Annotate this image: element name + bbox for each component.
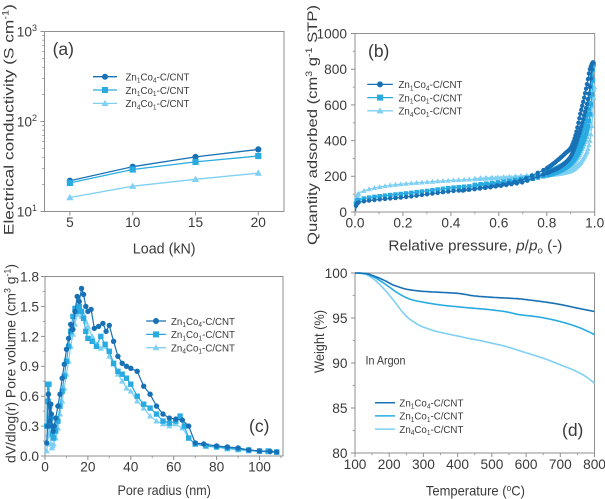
svg-text:1.2: 1.2 xyxy=(20,329,39,344)
svg-text:90: 90 xyxy=(332,356,348,371)
svg-text:15: 15 xyxy=(188,215,204,230)
svg-text:Zn1​Co1​-C/CNT: Zn1​Co1​-C/CNT xyxy=(126,86,191,98)
svg-text:60: 60 xyxy=(166,460,182,475)
svg-text:Quantity adsorbed (cm3​ g-1​ S: Quantity adsorbed (cm3​ g-1​ STP) xyxy=(304,5,321,245)
svg-text:Pore radius (nm): Pore radius (nm) xyxy=(117,482,211,498)
svg-text:Zn1​Co1​-C/CNT: Zn1​Co1​-C/CNT xyxy=(399,93,464,105)
svg-text:95: 95 xyxy=(332,311,348,326)
svg-text:800: 800 xyxy=(583,457,605,472)
svg-text:Load (kN): Load (kN) xyxy=(133,241,196,257)
svg-text:(d): (d) xyxy=(562,420,583,440)
svg-text:0.3: 0.3 xyxy=(20,419,39,434)
svg-text:Weight (%): Weight (%) xyxy=(312,310,327,373)
svg-text:Zn1​Co4​-C/CNT: Zn1​Co4​-C/CNT xyxy=(399,80,464,92)
svg-text:400: 400 xyxy=(446,457,469,472)
svg-text:0.8: 0.8 xyxy=(537,216,556,231)
svg-text:Zn1​Co4​-C/CNT: Zn1​Co4​-C/CNT xyxy=(171,317,236,329)
svg-text:0.2: 0.2 xyxy=(393,216,412,231)
svg-text:20: 20 xyxy=(80,460,96,475)
svg-text:400: 400 xyxy=(324,134,347,149)
svg-text:Zn1​Co4​-C/CNT: Zn1​Co4​-C/CNT xyxy=(126,73,191,85)
svg-text:100: 100 xyxy=(325,266,348,281)
svg-text:1.5: 1.5 xyxy=(20,299,39,314)
svg-text:600: 600 xyxy=(515,457,538,472)
svg-text:Zn4​Co1​-C/CNT: Zn4​Co1​-C/CNT xyxy=(126,99,191,111)
svg-text:(a): (a) xyxy=(53,39,74,59)
svg-text:0.6: 0.6 xyxy=(20,389,39,404)
svg-text:100: 100 xyxy=(248,460,271,475)
svg-text:0.0: 0.0 xyxy=(20,449,39,464)
svg-text:In Argon: In Argon xyxy=(366,356,406,368)
svg-text:800: 800 xyxy=(324,62,347,77)
svg-text:600: 600 xyxy=(324,98,347,113)
svg-text:Electrical conductivity (S cm-: Electrical conductivity (S cm-1​) xyxy=(0,4,17,235)
svg-text:85: 85 xyxy=(332,401,348,416)
svg-text:300: 300 xyxy=(412,457,435,472)
svg-text:5: 5 xyxy=(66,215,74,230)
svg-text:0: 0 xyxy=(339,205,347,220)
svg-text:Temperature (o​C): Temperature (o​C) xyxy=(426,482,525,498)
svg-text:80: 80 xyxy=(209,460,225,475)
svg-text:0: 0 xyxy=(41,460,49,475)
svg-text:Zn4​Co1​-C/CNT: Zn4​Co1​-C/CNT xyxy=(399,107,464,119)
svg-text:0.9: 0.9 xyxy=(20,359,39,374)
svg-text:500: 500 xyxy=(480,457,503,472)
svg-text:20: 20 xyxy=(251,215,267,230)
svg-text:200: 200 xyxy=(378,457,401,472)
svg-text:Zn1​Co1​-C/CNT: Zn1​Co1​-C/CNT xyxy=(171,330,236,342)
svg-text:0.0: 0.0 xyxy=(345,216,364,231)
svg-text:Zn4​Co1​-C/CNT: Zn4​Co1​-C/CNT xyxy=(171,344,236,356)
svg-text:1000: 1000 xyxy=(317,26,348,41)
svg-text:0.6: 0.6 xyxy=(489,216,508,231)
svg-text:(c): (c) xyxy=(249,416,269,436)
svg-text:(b): (b) xyxy=(368,41,389,61)
svg-text:Zn1​Co1​-C/CNT: Zn1​Co1​-C/CNT xyxy=(399,412,464,424)
svg-text:Zn1​Co4​-C/CNT: Zn1​Co4​-C/CNT xyxy=(399,399,464,411)
svg-text:Relative pressure, p/po​ (-): Relative pressure, p/po​ (-) xyxy=(388,238,562,255)
svg-text:80: 80 xyxy=(332,446,348,461)
svg-text:101​: 101​ xyxy=(17,203,37,219)
svg-text:700: 700 xyxy=(549,457,572,472)
svg-text:102​: 102​ xyxy=(17,113,37,129)
svg-text:Zn4​Co1​-C/CNT: Zn4​Co1​-C/CNT xyxy=(399,425,464,437)
svg-text:dV/dlog(r) Pore volume (cm3​ g: dV/dlog(r) Pore volume (cm3​ g-1​) xyxy=(2,264,19,463)
svg-text:40: 40 xyxy=(123,460,139,475)
svg-text:103​: 103​ xyxy=(17,23,37,39)
svg-text:1.8: 1.8 xyxy=(20,269,39,284)
svg-text:10: 10 xyxy=(125,215,141,230)
svg-text:100: 100 xyxy=(344,457,367,472)
svg-text:200: 200 xyxy=(324,169,347,184)
svg-text:0.4: 0.4 xyxy=(441,216,460,231)
svg-text:1.0: 1.0 xyxy=(585,216,604,231)
